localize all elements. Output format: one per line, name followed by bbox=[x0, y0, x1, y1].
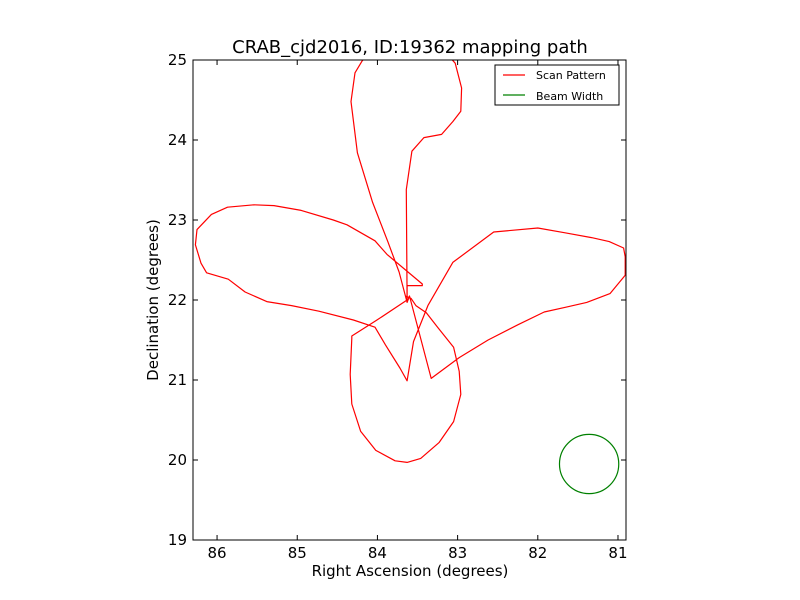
legend-label-scan-pattern: Scan Pattern bbox=[536, 69, 606, 82]
y-tick-label: 24 bbox=[168, 131, 187, 149]
chart-title: CRAB_cjd2016, ID:19362 mapping path bbox=[232, 37, 588, 58]
y-tick-label: 19 bbox=[168, 531, 187, 549]
y-tick-label: 23 bbox=[168, 211, 187, 229]
x-tick-label: 81 bbox=[608, 544, 627, 562]
legend-label-beam-width: Beam Width bbox=[536, 90, 603, 103]
scan-pattern-line bbox=[194, 60, 626, 463]
x-axis-label: Right Ascension (degrees) bbox=[312, 562, 509, 580]
y-tick-label: 22 bbox=[168, 291, 187, 309]
y-tick-label: 20 bbox=[168, 451, 187, 469]
x-tick-label: 82 bbox=[528, 544, 547, 562]
x-tick-label: 86 bbox=[208, 544, 227, 562]
x-tick-label: 84 bbox=[368, 544, 387, 562]
x-tick-label: 85 bbox=[288, 544, 307, 562]
y-axis-label: Declination (degrees) bbox=[144, 219, 162, 381]
y-tick-label: 21 bbox=[168, 371, 187, 389]
legend: Scan Pattern Beam Width bbox=[494, 64, 620, 106]
plot-area bbox=[194, 60, 626, 495]
legend-box bbox=[494, 64, 620, 106]
x-axis: 86 85 84 83 82 81 bbox=[208, 60, 628, 562]
y-tick-label: 25 bbox=[168, 51, 187, 69]
x-tick-label: 83 bbox=[448, 544, 467, 562]
y-axis: 19 20 21 22 23 24 25 bbox=[168, 51, 626, 549]
beam-width-circle bbox=[558, 433, 620, 495]
